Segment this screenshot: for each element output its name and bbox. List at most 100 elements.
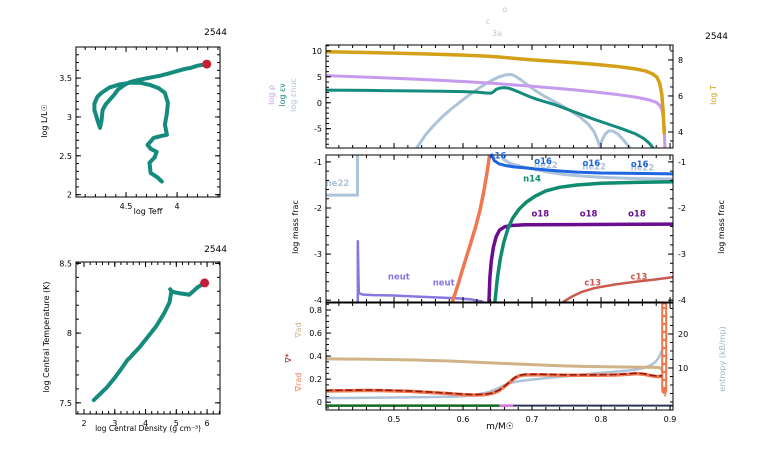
abundance-panel-annotation: o16: [489, 152, 507, 162]
abundance-panel-series: [326, 155, 673, 302]
svg-text:4: 4: [175, 202, 180, 211]
right-model-number: 2544: [705, 32, 728, 42]
svg-text:-1: -1: [314, 158, 322, 167]
svg-text:0.6: 0.6: [309, 329, 322, 338]
power-panel-ticks: 10 5 0 -5 8 6 4: [312, 45, 683, 148]
central-temp-density-ticks: 2 3 4 5 6 7.5 8 8.5: [59, 259, 220, 428]
abundance-panel-ticks: -1 -2 -3 -4 -1 -2 -3 -4: [314, 155, 686, 305]
abundance-panel-annotation: n14: [523, 174, 541, 184]
svg-text:10: 10: [312, 47, 322, 56]
abund-y-label-right: log mass frac: [717, 200, 726, 254]
log-eps-nu-line: [326, 86, 655, 148]
ne22-envelope-line: [499, 155, 673, 181]
abundance-panel-annotation: o16: [583, 159, 601, 169]
svg-text:6: 6: [678, 92, 683, 101]
abundance-panel-annotation: o16: [631, 160, 649, 170]
hr-diagram-frame: [75, 46, 221, 198]
svg-text:0.5: 0.5: [388, 415, 401, 424]
svg-text:0: 0: [317, 398, 322, 407]
svg-text:3: 3: [67, 113, 72, 122]
svg-text:-4: -4: [678, 296, 686, 305]
svg-text:3.5: 3.5: [59, 74, 72, 83]
svg-text:2.5: 2.5: [59, 152, 72, 161]
svg-text:-4: -4: [314, 296, 322, 305]
grad-rad-line: [326, 371, 664, 397]
svg-text:2: 2: [67, 191, 72, 200]
svg-text:8.5: 8.5: [59, 259, 72, 268]
abundance-panel-annotation: o18: [531, 209, 549, 219]
burn-zone-label-c: c: [485, 17, 491, 26]
tc-x-axis-label: log Central Density (g cm⁻³): [95, 424, 201, 433]
svg-text:-2: -2: [678, 204, 686, 213]
neut-line: [356, 239, 484, 302]
abundance-panel-annotation: neut: [388, 272, 410, 282]
svg-text:5: 5: [174, 419, 179, 428]
log-T-line: [326, 50, 666, 135]
burn-zone-label-o: o: [502, 5, 508, 14]
abundance-panel-annotation: ne22: [582, 163, 606, 173]
svg-text:-3: -3: [678, 250, 686, 259]
central-temp-density-frame: [75, 261, 221, 415]
svg-text:7.5: 7.5: [59, 399, 72, 408]
central-temp-density-current-model-marker: [200, 278, 210, 288]
tc-rhoc-track-line: [91, 280, 207, 403]
grad-right-axis-label-entropy: entropy (kB/mp): [718, 326, 727, 392]
svg-text:0.8: 0.8: [309, 306, 322, 315]
abund-y-label-left: log mass frac: [291, 200, 300, 254]
abundance-panel-annotation: c13: [631, 272, 648, 282]
svg-text:4: 4: [143, 419, 148, 428]
hr-x-axis-label: log Teff: [133, 207, 163, 216]
svg-text:0.8: 0.8: [595, 415, 608, 424]
svg-text:0.4: 0.4: [309, 352, 322, 361]
central-temp-density-series: [91, 278, 210, 403]
svg-text:-3: -3: [314, 250, 322, 259]
n14-line: [493, 179, 673, 302]
tc-y-axis-label: log Central Temperature (K): [42, 281, 51, 393]
svg-text:-2: -2: [314, 204, 322, 213]
power-panel-frame: [325, 44, 674, 149]
svg-text:0: 0: [317, 99, 322, 108]
c13-line: [561, 275, 673, 302]
gradients-panel-frame: [325, 302, 674, 411]
hr-track-line: [92, 62, 209, 184]
o16-line: [490, 155, 673, 176]
power-y-label-log-eps-nuc: log εnuc: [289, 78, 298, 112]
abundance-panel-frame: [325, 154, 674, 303]
hr-diagram-ticks: 4.5 4 2 2.5 3 3.5: [59, 46, 220, 211]
svg-text:8: 8: [678, 56, 683, 65]
svg-text:2: 2: [81, 419, 86, 428]
abundance-panel-annotation: ne22: [326, 179, 350, 189]
grad-y-label-grad-rad: ∇rad: [294, 372, 303, 392]
svg-text:0.6: 0.6: [457, 415, 470, 424]
svg-text:0.2: 0.2: [309, 375, 322, 384]
abundance-panel-annotation: neut: [433, 278, 455, 288]
he4-line: [450, 155, 492, 302]
gradients-panel-series: [326, 303, 673, 407]
svg-text:-1: -1: [678, 158, 686, 167]
svg-text:20: 20: [678, 330, 688, 339]
log-rho-line: [326, 74, 667, 148]
svg-text:0.7: 0.7: [526, 415, 539, 424]
burn-zone-label-3a: 3a: [492, 29, 502, 38]
svg-text:-5: -5: [314, 125, 322, 134]
abundance-panel-annotation: o16: [534, 157, 552, 167]
svg-text:3: 3: [112, 419, 117, 428]
mass-x-axis-label: m/M☉: [486, 422, 514, 432]
power-right-axis-label-log-T: log T: [709, 85, 718, 105]
svg-text:8: 8: [67, 329, 72, 338]
svg-text:4.5: 4.5: [120, 202, 133, 211]
hr-diagram-current-model-marker: [202, 59, 212, 69]
o18-line: [487, 222, 673, 302]
power-panel-series: [326, 50, 667, 148]
log-eps-nuc-line: [415, 73, 632, 148]
svg-text:6: 6: [205, 419, 210, 428]
abundance-panel-annotation: ne22: [534, 161, 558, 171]
svg-text:4: 4: [678, 128, 683, 137]
tc-model-number: 2544: [204, 245, 227, 255]
gradients-panel-ticks: 0.5 0.6 0.7 0.8 0.9 0 0.2 0.4 0.6 0.8 10 20: [309, 303, 688, 424]
svg-text:10: 10: [678, 364, 688, 373]
grad-star-line: [326, 372, 663, 396]
